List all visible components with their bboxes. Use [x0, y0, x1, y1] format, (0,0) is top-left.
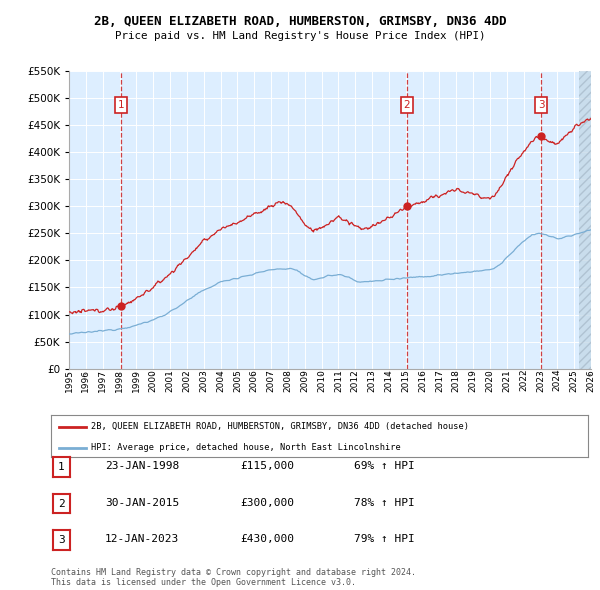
Text: 2009: 2009	[300, 369, 309, 392]
Text: Contains HM Land Registry data © Crown copyright and database right 2024.
This d: Contains HM Land Registry data © Crown c…	[51, 568, 416, 587]
Text: 1: 1	[118, 100, 124, 110]
Text: 30-JAN-2015: 30-JAN-2015	[105, 498, 179, 507]
Text: 2003: 2003	[199, 369, 208, 392]
Text: 2008: 2008	[283, 369, 292, 392]
Text: 78% ↑ HPI: 78% ↑ HPI	[354, 498, 415, 507]
Text: 79% ↑ HPI: 79% ↑ HPI	[354, 535, 415, 544]
Text: 2012: 2012	[351, 369, 360, 392]
Text: 2026: 2026	[587, 369, 595, 392]
Text: £115,000: £115,000	[240, 461, 294, 471]
Text: 2011: 2011	[334, 369, 343, 392]
Text: 2021: 2021	[502, 369, 511, 392]
Text: 3: 3	[58, 535, 65, 545]
Text: 1995: 1995	[65, 369, 74, 392]
Text: 1997: 1997	[98, 369, 107, 392]
Text: 2018: 2018	[452, 369, 461, 392]
Text: 1999: 1999	[132, 369, 141, 392]
Bar	[579, 71, 591, 369]
Text: HPI: Average price, detached house, North East Lincolnshire: HPI: Average price, detached house, Nort…	[91, 444, 401, 453]
Text: 3: 3	[538, 100, 544, 110]
Text: 2006: 2006	[250, 369, 259, 392]
Text: 2019: 2019	[469, 369, 478, 392]
Text: 2002: 2002	[182, 369, 191, 392]
Text: 2010: 2010	[317, 369, 326, 392]
Text: 2001: 2001	[166, 369, 175, 392]
Text: 2017: 2017	[435, 369, 444, 392]
Text: 2B, QUEEN ELIZABETH ROAD, HUMBERSTON, GRIMSBY, DN36 4DD (detached house): 2B, QUEEN ELIZABETH ROAD, HUMBERSTON, GR…	[91, 422, 469, 431]
Text: £430,000: £430,000	[240, 535, 294, 544]
Text: 2004: 2004	[216, 369, 225, 392]
Text: 2015: 2015	[401, 369, 410, 392]
Text: 2007: 2007	[266, 369, 275, 392]
Text: 12-JAN-2023: 12-JAN-2023	[105, 535, 179, 544]
Text: Price paid vs. HM Land Registry's House Price Index (HPI): Price paid vs. HM Land Registry's House …	[115, 31, 485, 41]
Text: 1998: 1998	[115, 369, 124, 392]
Text: 69% ↑ HPI: 69% ↑ HPI	[354, 461, 415, 471]
Text: 1: 1	[58, 462, 65, 472]
Text: 2: 2	[58, 499, 65, 509]
Text: 2014: 2014	[385, 369, 394, 392]
Text: 2: 2	[404, 100, 410, 110]
Text: 2023: 2023	[536, 369, 545, 392]
Text: 2020: 2020	[485, 369, 494, 392]
Text: 2022: 2022	[519, 369, 528, 391]
Text: 1996: 1996	[82, 369, 91, 392]
Text: £300,000: £300,000	[240, 498, 294, 507]
Text: 2016: 2016	[418, 369, 427, 392]
Text: 2005: 2005	[233, 369, 242, 392]
Text: 2025: 2025	[569, 369, 578, 392]
Text: 23-JAN-1998: 23-JAN-1998	[105, 461, 179, 471]
Text: 2B, QUEEN ELIZABETH ROAD, HUMBERSTON, GRIMSBY, DN36 4DD: 2B, QUEEN ELIZABETH ROAD, HUMBERSTON, GR…	[94, 15, 506, 28]
Text: 2024: 2024	[553, 369, 562, 391]
Text: 2013: 2013	[368, 369, 377, 392]
Text: 2000: 2000	[149, 369, 158, 392]
